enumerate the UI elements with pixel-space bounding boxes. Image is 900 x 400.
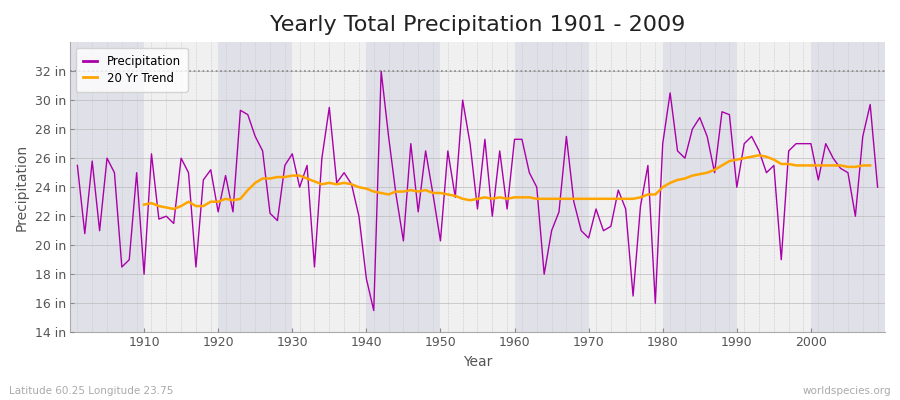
Bar	[662, 42, 737, 332]
Bar	[366, 42, 440, 332]
20 Yr Trend	[317, 182, 328, 187]
Precipitation	[72, 163, 83, 168]
Bar	[885, 42, 900, 332]
Precipitation	[131, 170, 142, 175]
Title: Yearly Total Precipitation 1901 - 2009: Yearly Total Precipitation 1901 - 2009	[270, 15, 685, 35]
Bar	[515, 42, 589, 332]
Bar	[292, 42, 366, 332]
Precipitation	[368, 308, 379, 313]
Bar	[440, 42, 515, 332]
Precipitation	[294, 185, 305, 190]
Legend: Precipitation, 20 Yr Trend: Precipitation, 20 Yr Trend	[76, 48, 188, 92]
Precipitation	[517, 137, 527, 142]
Precipitation	[376, 69, 387, 74]
20 Yr Trend	[753, 153, 764, 158]
Bar	[70, 42, 144, 332]
Y-axis label: Precipitation: Precipitation	[15, 144, 29, 231]
Bar	[589, 42, 662, 332]
20 Yr Trend	[509, 195, 520, 200]
Precipitation	[338, 170, 349, 175]
20 Yr Trend	[865, 163, 876, 168]
20 Yr Trend	[139, 202, 149, 207]
20 Yr Trend	[531, 196, 542, 201]
Bar	[144, 42, 218, 332]
X-axis label: Year: Year	[463, 355, 492, 369]
Text: Latitude 60.25 Longitude 23.75: Latitude 60.25 Longitude 23.75	[9, 386, 174, 396]
Bar	[811, 42, 885, 332]
Precipitation	[524, 170, 535, 175]
Bar	[218, 42, 292, 332]
Line: Precipitation: Precipitation	[77, 71, 878, 310]
Bar	[737, 42, 811, 332]
20 Yr Trend	[338, 180, 349, 185]
20 Yr Trend	[368, 189, 379, 194]
Line: 20 Yr Trend: 20 Yr Trend	[144, 155, 870, 209]
20 Yr Trend	[716, 163, 727, 168]
Precipitation	[872, 185, 883, 190]
Text: worldspecies.org: worldspecies.org	[803, 386, 891, 396]
Precipitation	[613, 188, 624, 192]
20 Yr Trend	[168, 206, 179, 211]
